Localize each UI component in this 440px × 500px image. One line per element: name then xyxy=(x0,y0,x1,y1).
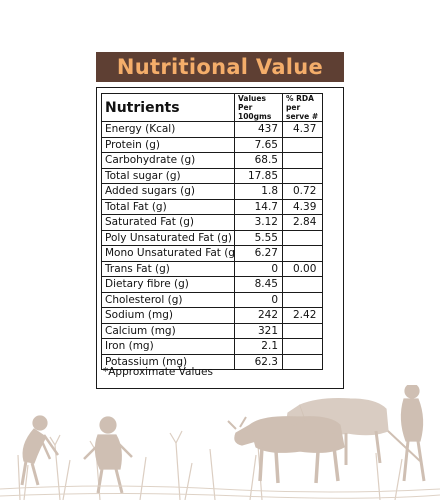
table-row: Mono Unsaturated Fat (g) 6.27 xyxy=(101,245,323,262)
nutrient-value-cell: 1.8 xyxy=(234,183,283,200)
nutrient-rda-cell xyxy=(282,338,323,355)
nutrient-rda-cell xyxy=(282,353,323,370)
title-banner: Nutritional Value xyxy=(96,52,344,82)
nutrient-value-cell: 68.5 xyxy=(234,152,283,169)
nutrient-rda-cell: 0.00 xyxy=(282,260,323,277)
nutrient-rda-cell xyxy=(282,136,323,153)
nutrient-value-cell: 242 xyxy=(234,307,283,324)
nutrient-value-cell: 17.85 xyxy=(234,167,283,184)
table-row: Protein (g) 7.65 xyxy=(101,136,323,153)
nutrient-name-cell: Calcium (mg) xyxy=(101,322,235,339)
nutrient-name-cell: Total sugar (g) xyxy=(101,167,235,184)
nutrient-value-cell: 5.55 xyxy=(234,229,283,246)
nutrient-value-cell: 0 xyxy=(234,291,283,308)
nutrient-rda-cell: 4.37 xyxy=(282,121,323,138)
nutrient-name-cell: Carbohydrate (g) xyxy=(101,152,235,169)
nutrient-rda-cell: 0.72 xyxy=(282,183,323,200)
nutrient-rda-cell: 2.42 xyxy=(282,307,323,324)
nutrient-name-cell: Trans Fat (g) xyxy=(101,260,235,277)
header-rda: % RDA per serve # xyxy=(282,93,323,122)
nutrient-value-cell: 437 xyxy=(234,121,283,138)
nutrient-rda-cell xyxy=(282,291,323,308)
header-values: Values Per 100gms xyxy=(234,93,283,122)
table-row: Total sugar (g) 17.85 xyxy=(101,167,323,184)
footnote: *Approximate Values xyxy=(103,366,213,378)
nutrient-value-cell: 14.7 xyxy=(234,198,283,215)
nutrient-name-cell: Saturated Fat (g) xyxy=(101,214,235,231)
nutrient-name-cell: Added sugars (g) xyxy=(101,183,235,200)
table-row: Trans Fat (g) 0 0.00 xyxy=(101,260,323,277)
table-header-row: Nutrients Values Per 100gms % RDA per se… xyxy=(101,93,323,122)
nutrient-name-cell: Energy (Kcal) xyxy=(101,121,235,138)
table-row: Sodium (mg) 242 2.42 xyxy=(101,307,323,324)
nutrient-value-cell: 8.45 xyxy=(234,276,283,293)
nutrient-name-cell: Dietary fibre (g) xyxy=(101,276,235,293)
farmer-left-figure xyxy=(20,415,60,486)
nutrient-rda-cell xyxy=(282,167,323,184)
nutrient-rda-cell xyxy=(282,245,323,262)
nutrient-name-cell: Cholesterol (g) xyxy=(101,291,235,308)
nutrient-value-cell: 62.3 xyxy=(234,353,283,370)
nutrient-name-cell: Iron (mg) xyxy=(101,338,235,355)
farmer-middle-figure xyxy=(83,416,133,494)
nutrient-rda-cell xyxy=(282,229,323,246)
ox-back-figure xyxy=(287,398,389,465)
table-row: Iron (mg) 2.1 xyxy=(101,338,323,355)
table-row: Total Fat (g) 14.7 4.39 xyxy=(101,198,323,215)
nutrient-rda-cell: 4.39 xyxy=(282,198,323,215)
nutrient-name-cell: Mono Unsaturated Fat (g) xyxy=(101,245,235,262)
table-row: Energy (Kcal) 437 4.37 xyxy=(101,121,323,138)
nutrient-rda-cell: 2.84 xyxy=(282,214,323,231)
header-nutrients: Nutrients xyxy=(101,93,235,122)
nutrient-name-cell: Total Fat (g) xyxy=(101,198,235,215)
nutrient-value-cell: 2.1 xyxy=(234,338,283,355)
nutrient-rda-cell xyxy=(282,152,323,169)
nutrient-value-cell: 3.12 xyxy=(234,214,283,231)
farm-illustration xyxy=(0,385,440,500)
table-row: Poly Unsaturated Fat (g) 5.55 xyxy=(101,229,323,246)
nutrient-rda-cell xyxy=(282,276,323,293)
nutrient-name-cell: Poly Unsaturated Fat (g) xyxy=(101,229,235,246)
page-title: Nutritional Value xyxy=(116,55,324,79)
nutrient-name-cell: Potassium (mg) xyxy=(101,353,235,370)
nutrition-table: Nutrients Values Per 100gms % RDA per se… xyxy=(101,93,323,370)
nutrient-value-cell: 321 xyxy=(234,322,283,339)
nutrient-value-cell: 6.27 xyxy=(234,245,283,262)
table-row: Potassium (mg) 62.3 xyxy=(101,353,323,370)
nutrition-table-box: Nutrients Values Per 100gms % RDA per se… xyxy=(96,87,344,389)
table-row: Added sugars (g) 1.8 0.72 xyxy=(101,183,323,200)
nutrient-name-cell: Protein (g) xyxy=(101,136,235,153)
nutrient-name-cell: Sodium (mg) xyxy=(101,307,235,324)
nutrient-value-cell: 7.65 xyxy=(234,136,283,153)
table-row: Cholesterol (g) 0 xyxy=(101,291,323,308)
nutrient-value-cell: 0 xyxy=(234,260,283,277)
ploughman-figure xyxy=(387,385,426,482)
nutrient-rda-cell xyxy=(282,322,323,339)
table-row: Calcium (mg) 321 xyxy=(101,322,323,339)
table-row: Saturated Fat (g) 3.12 2.84 xyxy=(101,214,323,231)
table-row: Carbohydrate (g) 68.5 xyxy=(101,152,323,169)
table-row: Dietary fibre (g) 8.45 xyxy=(101,276,323,293)
